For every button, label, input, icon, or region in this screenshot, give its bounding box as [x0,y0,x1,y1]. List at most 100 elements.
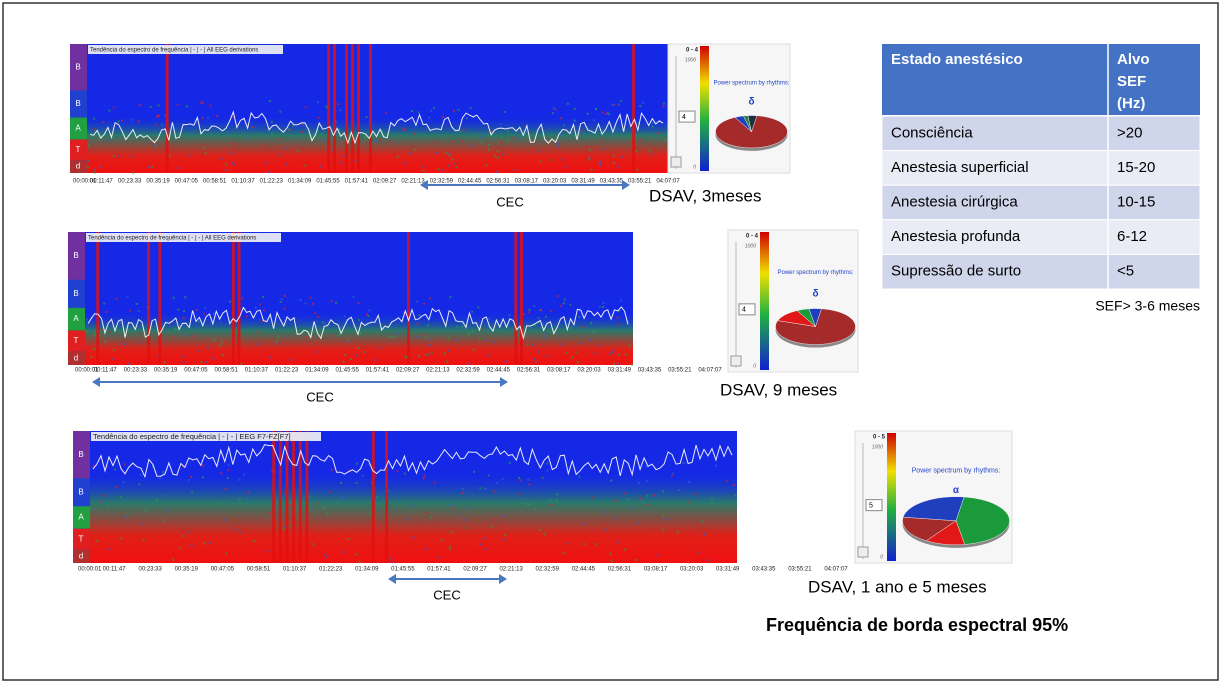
spectrogram-noise [508,461,511,464]
spectrogram-noise [338,128,341,131]
spectrogram-noise [501,153,504,156]
artifact-bar [237,232,241,365]
spectrogram-noise [230,152,233,155]
panel-title: Tendência do espectro de frequência | - … [88,236,256,242]
spectrogram-noise [418,352,421,355]
spectrogram-noise [324,322,327,325]
spectrogram-noise [616,362,619,365]
title-box [91,432,321,441]
spectrogram-noise [472,358,475,361]
spectrogram-noise [473,470,476,473]
spectrogram-noise [343,162,346,165]
spectrogram-noise [359,332,362,335]
spectrogram-noise [153,539,156,542]
spectrogram-noise [550,309,553,312]
spectrogram-noise [204,306,207,309]
time-label: 00:23:33 [124,368,148,374]
spectrogram-noise [316,129,319,132]
band-cell [68,351,85,365]
spectrogram-noise [729,539,732,542]
spectrogram-noise [231,161,234,164]
spectrogram-noise [261,320,264,323]
band-label: B [78,450,83,459]
spectrogram-noise [612,154,615,157]
spectrogram-noise [662,490,665,493]
spectrogram-noise [347,538,350,541]
band-label: d [74,353,78,362]
spectrogram-noise [403,128,406,131]
spectrogram-noise [304,106,307,109]
pie-slice [808,308,822,328]
table-cell: 10-15 [1117,193,1155,210]
spectrogram-noise [115,486,118,489]
spectrogram-noise [245,315,248,318]
spectrogram-noise [522,313,525,316]
spectrogram-noise [448,152,451,155]
spectrogram-noise [127,362,130,365]
spectrogram-noise [253,539,256,542]
spectrogram-noise [150,166,153,169]
time-label: 01:34:09 [288,179,312,185]
spectrogram-noise [234,529,237,532]
spectrogram-noise [538,529,541,532]
spectrogram-noise [156,115,159,118]
spectrogram-noise [448,548,451,551]
spectrogram-noise [423,302,426,305]
artifact-bar [520,232,523,365]
spectrogram-noise [631,128,634,131]
spectrogram-noise [167,351,170,354]
spectrogram-noise [434,343,437,346]
spectrogram-noise [200,101,203,104]
spectrogram-noise [564,165,567,168]
artifact-bar [514,232,518,365]
spectrogram-noise [303,502,306,505]
spectrogram-noise [623,492,626,495]
scale-max: 1000 [872,444,883,450]
band-label: T [76,145,81,154]
spectrogram-noise [316,502,319,505]
spectrogram-noise [546,355,549,358]
spectrogram-noise [130,155,133,158]
spectrogram-noise [321,321,324,324]
spectrogram-noise [122,481,125,484]
spectrogram-noise [93,171,96,174]
spectrogram-noise [467,505,470,508]
spectrogram-noise [465,117,468,120]
spectrogram-noise [725,480,728,483]
spectrogram-noise [430,109,433,112]
spectrogram-noise [588,149,591,152]
spectrogram-noise [233,163,236,166]
spectrogram-noise [162,471,165,474]
spectrogram-noise [247,137,250,140]
spectrogram-noise [85,330,88,333]
spectrogram-noise [317,315,320,318]
spectrogram-noise [382,150,385,153]
spectrogram-noise [142,523,145,526]
spectrogram-noise [181,361,184,364]
spectrogram-noise [599,164,602,167]
spectrogram-noise [551,112,554,115]
spectrogram-noise [624,352,627,355]
table-row [881,253,1201,290]
artifact-bar [298,431,302,563]
spectrogram-noise [232,142,235,145]
spectrogram-noise [385,350,388,353]
spectrogram-noise [552,107,555,110]
spectrogram-noise [501,515,504,518]
artifact-bar [272,431,276,563]
time-label: 01:10:37 [245,368,269,374]
spectrogram-noise [635,559,638,562]
spectrogram-noise [602,301,605,304]
spectrogram-noise [528,483,531,486]
time-label: 00:35:19 [175,567,199,573]
band-label: A [75,124,81,133]
spectrogram-noise [654,544,657,547]
spectrogram-noise [542,336,545,339]
spectrogram-noise [637,121,640,124]
spectrogram-noise [331,148,334,151]
spectrogram-noise [102,519,105,522]
spectrogram-noise [182,535,185,538]
table-cell: 6-12 [1117,228,1147,245]
spectrogram-noise [512,136,515,139]
spectrogram-noise [536,350,539,353]
